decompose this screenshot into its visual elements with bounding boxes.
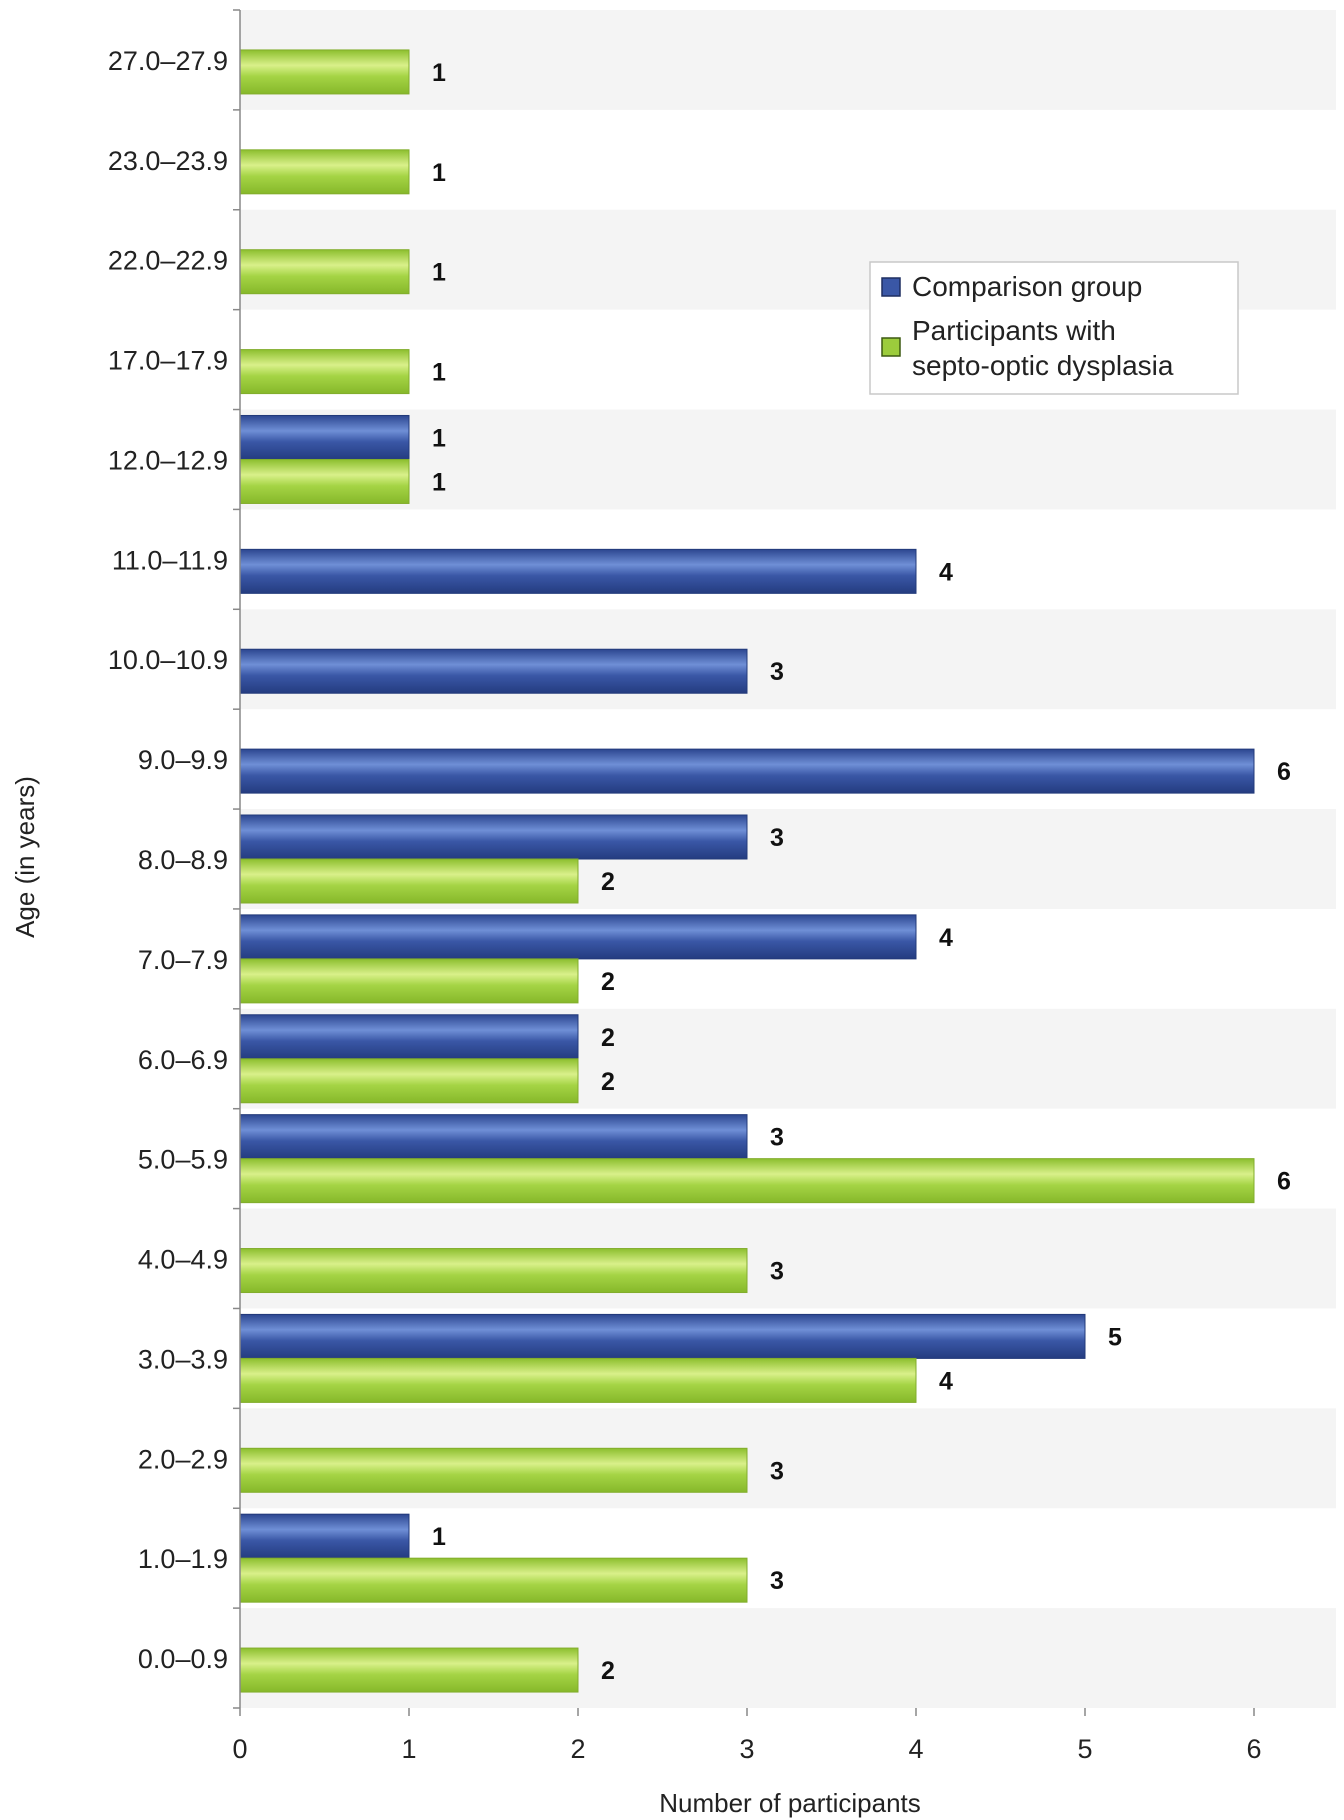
bar-sod — [239, 458, 410, 504]
bar-sod — [239, 1447, 748, 1493]
x-axis-title: Number of participants — [659, 1788, 921, 1818]
x-tick-label: 4 — [908, 1734, 923, 1764]
data-label-sod: 1 — [432, 59, 446, 87]
bar-sod — [239, 958, 579, 1004]
legend-label-sod-line1: Participants with — [912, 315, 1116, 346]
bar-comparison — [239, 1513, 410, 1559]
bar-sod — [239, 1158, 1255, 1204]
y-tick-label: 23.0–23.9 — [108, 146, 228, 176]
bar-comparison — [239, 548, 917, 594]
bar-sod — [239, 1557, 748, 1603]
y-tick-label: 9.0–9.9 — [138, 745, 228, 775]
legend-label-comparison: Comparison group — [912, 271, 1142, 302]
x-tick-label: 1 — [401, 1734, 416, 1764]
y-tick-label: 22.0–22.9 — [108, 246, 228, 276]
category-band — [240, 10, 1336, 110]
legend-swatch-sod — [881, 337, 901, 357]
y-tick-label: 7.0–7.9 — [138, 945, 228, 975]
category-band — [240, 409, 1336, 510]
data-label-sod: 1 — [432, 359, 446, 387]
data-label-sod: 3 — [770, 1567, 784, 1595]
y-tick-label: 6.0–6.9 — [138, 1045, 228, 1075]
y-tick-label: 1.0–1.9 — [138, 1544, 228, 1574]
x-tick-label: 2 — [570, 1734, 585, 1764]
y-tick-label: 4.0–4.9 — [138, 1245, 228, 1275]
y-tick-label: 10.0–10.9 — [108, 645, 228, 675]
bar-sod — [239, 49, 410, 95]
bar-comparison — [239, 748, 1255, 794]
bar-comparison — [239, 414, 410, 460]
bar-sod — [239, 1357, 917, 1403]
data-label-sod: 1 — [432, 159, 446, 187]
data-label-sod: 3 — [770, 1258, 784, 1286]
data-label-comparison: 3 — [770, 1124, 784, 1152]
y-tick-label: 0.0–0.9 — [138, 1644, 228, 1674]
bar-comparison — [239, 1114, 748, 1160]
y-tick-label: 3.0–3.9 — [138, 1344, 228, 1374]
y-tick-label: 8.0–8.9 — [138, 845, 228, 875]
data-label-sod: 6 — [1277, 1168, 1291, 1196]
x-tick-label: 0 — [232, 1734, 247, 1764]
data-label-comparison: 6 — [1277, 758, 1291, 786]
labels-layer: 2 0.0–0.9 1 3 1.0–1.9 3 2.0–2.9 5 4 3.0–3.9 3 4.0–4… — [108, 46, 1291, 1764]
axes — [233, 9, 1255, 1716]
data-label-sod: 2 — [601, 968, 615, 996]
data-label-sod: 2 — [601, 1068, 615, 1096]
bar-sod — [239, 1248, 748, 1294]
y-tick-label: 11.0–11.9 — [112, 545, 228, 575]
data-label-sod: 2 — [601, 868, 615, 896]
bar-sod — [239, 1647, 579, 1693]
bar-comparison — [239, 914, 917, 960]
data-label-comparison: 1 — [432, 424, 446, 452]
bar-sod — [239, 349, 410, 395]
bars-layer — [239, 49, 1255, 1693]
bar-sod — [239, 1058, 579, 1104]
bar-comparison — [239, 1014, 579, 1060]
legend: Comparison group Participants with septo… — [869, 261, 1239, 395]
data-label-sod: 2 — [601, 1657, 615, 1685]
data-label-sod: 1 — [432, 468, 446, 496]
legend-box — [869, 261, 1239, 395]
bar-sod — [239, 249, 410, 295]
x-tick-label: 5 — [1077, 1734, 1092, 1764]
bar-comparison — [239, 648, 748, 694]
data-label-comparison: 1 — [432, 1523, 446, 1551]
data-label-comparison: 2 — [601, 1024, 615, 1052]
y-axis-title: Age (in years) — [10, 776, 40, 938]
y-tick-label: 2.0–2.9 — [138, 1444, 228, 1474]
bar-comparison — [239, 1313, 1086, 1359]
x-tick-label: 3 — [739, 1734, 754, 1764]
data-label-comparison: 3 — [770, 824, 784, 852]
y-tick-label: 17.0–17.9 — [108, 346, 228, 376]
legend-swatch-comparison — [881, 277, 901, 297]
data-label-comparison: 3 — [770, 658, 784, 686]
bar-sod — [239, 149, 410, 195]
data-label-comparison: 4 — [939, 924, 953, 952]
data-label-comparison: 5 — [1108, 1323, 1122, 1351]
data-label-comparison: 4 — [939, 558, 953, 586]
y-tick-label: 5.0–5.9 — [138, 1145, 228, 1175]
y-tick-label: 12.0–12.9 — [108, 445, 228, 475]
y-tick-label: 27.0–27.9 — [108, 46, 228, 76]
x-tick-label: 6 — [1246, 1734, 1261, 1764]
data-label-sod: 4 — [939, 1367, 953, 1395]
legend-label-sod-line2: septo-optic dysplasia — [912, 350, 1174, 381]
data-label-sod: 3 — [770, 1457, 784, 1485]
bar-comparison — [239, 814, 748, 860]
bar-sod — [239, 858, 579, 904]
data-label-sod: 1 — [432, 259, 446, 287]
